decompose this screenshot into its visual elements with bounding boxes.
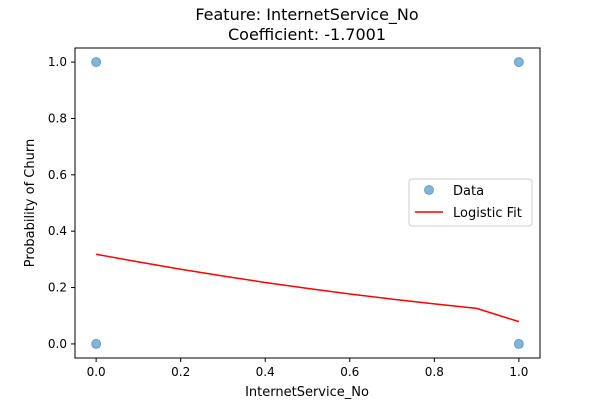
plot-frame (74, 47, 541, 359)
data-point (513, 57, 524, 68)
chart-subtitle: Coefficient: -1.7001 (228, 25, 386, 44)
y-tick-label: 1.0 (48, 55, 67, 69)
data-point (91, 57, 102, 68)
y-axis-label: Probability of Churn (23, 139, 38, 267)
logistic-fit-line (96, 253, 520, 323)
legend-fit-label: Logistic Fit (453, 206, 522, 221)
data-point (91, 338, 102, 349)
legend: Data Logistic Fit (408, 178, 533, 227)
x-tick-label: 0.8 (425, 365, 444, 379)
data-point (513, 338, 524, 349)
x-tick-label: 0.2 (171, 365, 190, 379)
legend-data-marker (424, 185, 434, 195)
y-tick-label: 0.2 (48, 281, 67, 295)
y-tick-label: 0.8 (48, 111, 67, 125)
y-tick-label: 0.0 (48, 337, 67, 351)
chart-title: Feature: InternetService_No (195, 5, 418, 25)
x-tick-label: 1.0 (509, 365, 528, 379)
legend-data-label: Data (453, 184, 484, 199)
x-tick-label: 0.6 (340, 365, 359, 379)
y-tick-label: 0.6 (48, 168, 67, 182)
x-tick-label: 0.4 (256, 365, 275, 379)
x-tick-label: 0.0 (87, 365, 106, 379)
y-tick-label: 0.4 (48, 224, 67, 238)
axis-ticks: 0.0 0.2 0.4 0.6 0.8 1.0 0.0 0.2 0.4 0.6 0.8 1.0 (48, 55, 529, 379)
x-axis-label: InternetService_No (245, 385, 369, 400)
legend-box (408, 178, 533, 227)
plot-area (91, 57, 524, 349)
